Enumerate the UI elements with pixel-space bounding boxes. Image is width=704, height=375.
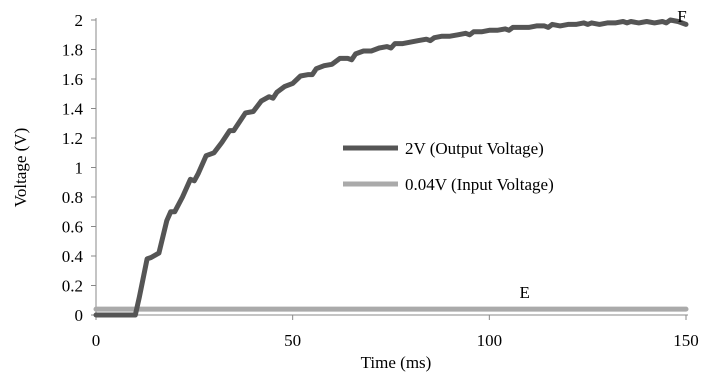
- y-tick-label: 0.8: [62, 188, 83, 207]
- axes: [95, 18, 688, 316]
- x-tick-label: 50: [284, 331, 301, 350]
- legend-label: 2V (Output Voltage): [405, 139, 544, 158]
- x-tick-label: 0: [92, 331, 101, 350]
- series-lines: [93, 17, 689, 318]
- x-axis-label: Time (ms): [361, 353, 432, 372]
- annotation-label: F: [677, 7, 686, 26]
- y-tick-labels: 0 0.2 0.4 0.6 0.8 1 1.2 1.4 1.6 1.8 2: [62, 11, 96, 325]
- x-tick-label: 100: [477, 331, 503, 350]
- annotations: FE: [520, 7, 687, 302]
- y-axis-label: Voltage (V): [11, 128, 30, 207]
- y-tick-label: 1.4: [62, 100, 84, 119]
- annotation-label: E: [520, 283, 530, 302]
- legend: 2V (Output Voltage) 0.04V (Input Voltage): [343, 139, 554, 194]
- legend-label: 0.04V (Input Voltage): [405, 175, 554, 194]
- x-tick-label: 150: [673, 331, 699, 350]
- y-tick-label: 0.4: [62, 247, 84, 266]
- y-tick-label: 1: [75, 159, 84, 178]
- y-tick-label: 2: [75, 11, 84, 30]
- y-tick-label: 0: [75, 306, 84, 325]
- x-tick-labels: 0 50 100 150: [92, 315, 699, 350]
- y-tick-label: 1.2: [62, 129, 83, 148]
- series-line-output-voltage: [93, 17, 689, 318]
- y-tick-label: 1.8: [62, 41, 83, 60]
- y-tick-label: 0.6: [62, 218, 83, 237]
- y-tick-label: 1.6: [62, 70, 83, 89]
- y-tick-label: 0.2: [62, 277, 83, 296]
